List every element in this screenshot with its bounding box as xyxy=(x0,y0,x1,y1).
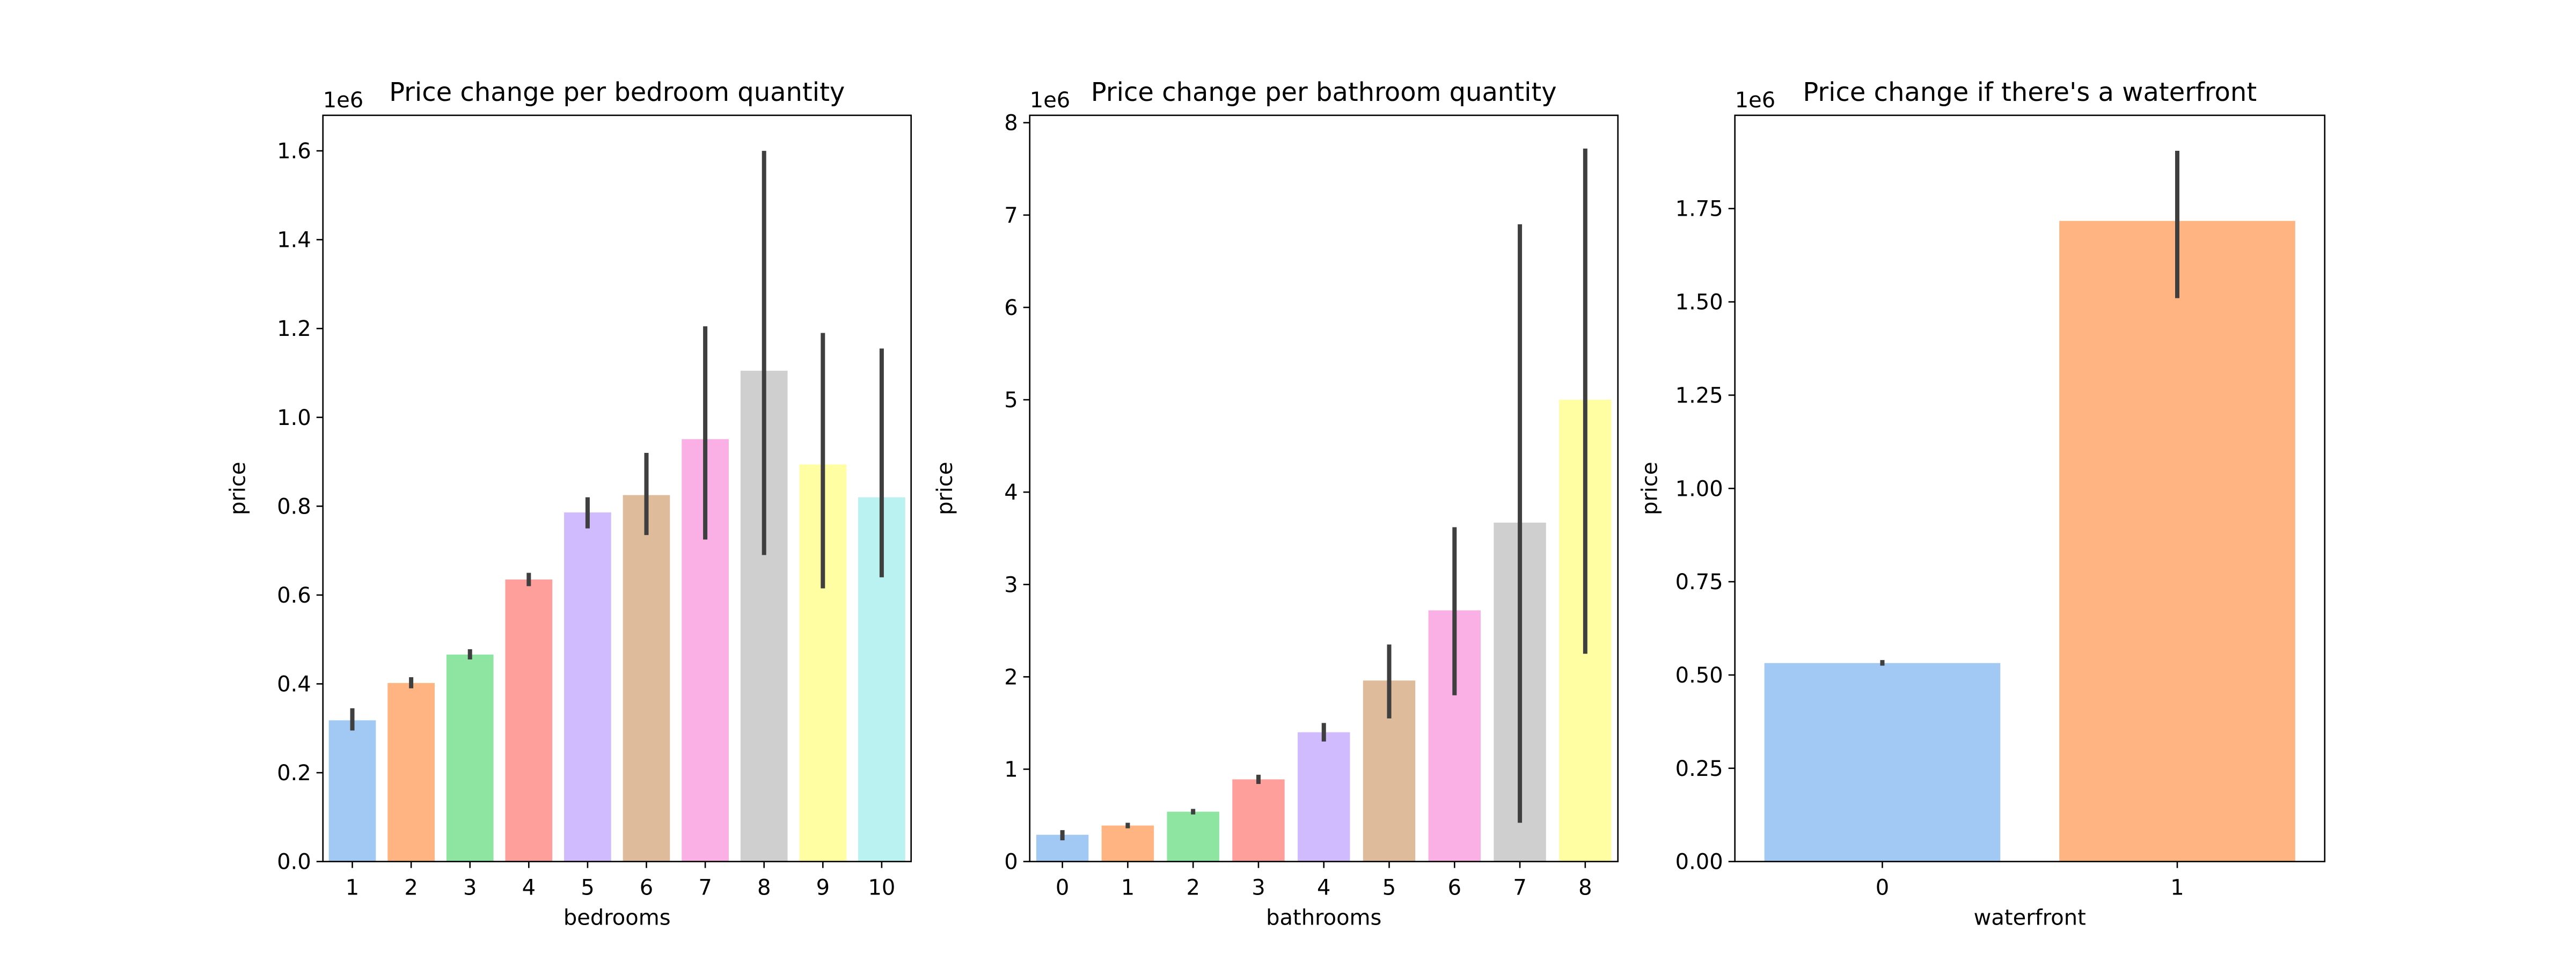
ytick-label-2-1: 0.25 xyxy=(1675,757,1723,781)
xtick-label-1-0: 0 xyxy=(1056,876,1069,900)
y-axis-label-1: price xyxy=(933,461,957,515)
offset-label-2: 1e6 xyxy=(1735,88,1776,113)
chart-title-1: Price change per bathroom quantity xyxy=(1091,77,1557,107)
chart-title-0: Price change per bedroom quantity xyxy=(389,77,845,107)
xtick-label-1-6: 6 xyxy=(1448,876,1461,900)
ytick-label-1-5: 5 xyxy=(1004,388,1018,413)
ytick-label-0-8: 1.6 xyxy=(277,139,311,164)
ytick-label-2-7: 1.75 xyxy=(1675,197,1723,222)
ytick-label-1-6: 6 xyxy=(1004,296,1018,320)
bar-0-6 xyxy=(623,495,670,862)
ytick-label-2-2: 0.50 xyxy=(1675,663,1723,688)
xtick-label-1-2: 2 xyxy=(1186,876,1199,900)
ytick-label-2-4: 1.00 xyxy=(1675,476,1723,501)
axes-frame-0 xyxy=(322,114,912,862)
bar-0-1 xyxy=(328,720,376,862)
xtick-label-1-5: 5 xyxy=(1382,876,1396,900)
ytick-label-0-7: 1.4 xyxy=(277,228,311,253)
ytick-label-1-0: 0 xyxy=(1004,850,1018,875)
bar-0-5 xyxy=(564,512,611,862)
ytick-label-1-7: 7 xyxy=(1004,203,1018,228)
ytick-label-0-6: 1.2 xyxy=(277,317,311,341)
ytick-label-2-5: 1.25 xyxy=(1675,383,1723,408)
xtick-label-1-8: 8 xyxy=(1578,876,1592,900)
x-axis-label-2: waterfront xyxy=(1974,906,2086,930)
xtick-label-0-9: 9 xyxy=(816,876,830,900)
bar-1-1 xyxy=(1101,825,1154,862)
offset-label-1: 1e6 xyxy=(1030,88,1071,113)
ytick-label-0-0: 0.0 xyxy=(277,850,311,875)
ytick-label-2-0: 0.00 xyxy=(1675,850,1723,875)
xtick-label-0-8: 8 xyxy=(757,876,771,900)
xtick-label-0-3: 3 xyxy=(463,876,477,900)
xtick-label-1-7: 7 xyxy=(1513,876,1526,900)
xtick-label-2-1: 1 xyxy=(2170,876,2184,900)
x-axis-label-1: bathrooms xyxy=(1266,906,1381,930)
xtick-label-1-4: 4 xyxy=(1317,876,1330,900)
bar-1-3 xyxy=(1232,779,1285,862)
ytick-label-0-2: 0.4 xyxy=(277,672,311,696)
ytick-label-0-3: 0.6 xyxy=(277,583,311,608)
ytick-label-1-2: 2 xyxy=(1004,665,1018,690)
ytick-label-0-4: 0.8 xyxy=(277,494,311,519)
xtick-label-1-3: 3 xyxy=(1252,876,1265,900)
bar-0-2 xyxy=(387,683,435,862)
ytick-label-0-5: 1.0 xyxy=(277,406,311,430)
ytick-label-0-1: 0.2 xyxy=(277,761,311,786)
bar-2-1 xyxy=(2059,221,2295,862)
xtick-label-0-6: 6 xyxy=(640,876,653,900)
bar-1-4 xyxy=(1298,732,1350,862)
bar-0-4 xyxy=(505,579,553,862)
xtick-label-0-5: 5 xyxy=(581,876,594,900)
y-axis-label-2: price xyxy=(1638,461,1663,515)
ytick-label-1-4: 4 xyxy=(1004,480,1018,505)
xtick-label-0-1: 1 xyxy=(346,876,359,900)
xtick-label-0-4: 4 xyxy=(522,876,536,900)
offset-label-0: 1e6 xyxy=(323,88,364,113)
xtick-label-0-2: 2 xyxy=(404,876,418,900)
chart-title-2: Price change if there's a waterfront xyxy=(1803,77,2257,107)
xtick-label-1-1: 1 xyxy=(1121,876,1135,900)
bar-0-3 xyxy=(446,654,494,862)
ytick-label-1-1: 1 xyxy=(1004,757,1018,782)
ytick-label-1-3: 3 xyxy=(1004,573,1018,597)
ytick-label-2-6: 1.50 xyxy=(1675,290,1723,315)
xtick-label-0-10: 10 xyxy=(868,876,895,900)
xtick-label-0-7: 7 xyxy=(698,876,712,900)
xtick-label-2-0: 0 xyxy=(1876,876,1889,900)
ytick-label-1-8: 8 xyxy=(1004,111,1018,136)
bar-2-0 xyxy=(1764,663,2001,862)
ytick-label-2-3: 0.75 xyxy=(1675,570,1723,595)
y-axis-label-0: price xyxy=(226,461,251,515)
x-axis-label-0: bedrooms xyxy=(564,906,671,930)
bar-1-2 xyxy=(1167,811,1219,862)
